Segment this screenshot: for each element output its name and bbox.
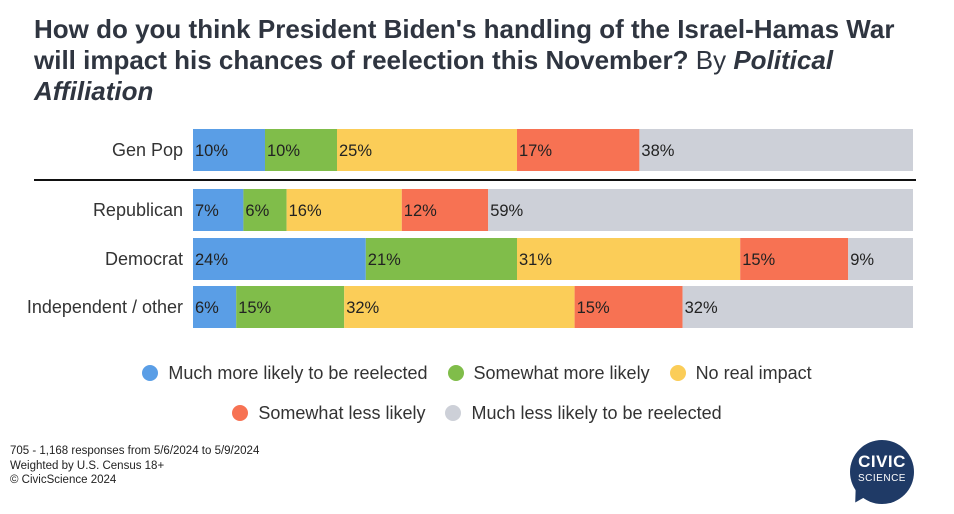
title-affiliation: Political Affiliation: [34, 45, 834, 106]
bar-segment: [682, 286, 913, 328]
data-label: 15%: [577, 299, 610, 317]
legend-item-somewhat-more-likely: Somewhat more likely: [447, 362, 650, 384]
title-main: How do you think President Biden's handl…: [34, 14, 895, 75]
data-label: 6%: [195, 299, 219, 317]
bar-segment: [517, 238, 741, 280]
data-label: 21%: [368, 251, 401, 269]
legend-item-much-less-likely: Much less likely to be reelected: [445, 402, 722, 424]
bar-segment: [401, 189, 489, 231]
data-label: 17%: [519, 142, 552, 160]
legend-item-much-more-likely: Much more likely to be reelected: [142, 362, 428, 384]
data-label: 7%: [195, 202, 219, 220]
category-label: Democrat: [105, 249, 183, 269]
data-label: 12%: [404, 202, 437, 220]
bar-segment: [337, 129, 517, 171]
bar-segment: [574, 286, 683, 328]
logo-text-science: SCIENCE: [858, 473, 906, 484]
bar-segment: [286, 189, 402, 231]
legend-label: Somewhat less likely: [258, 402, 426, 423]
legend-label: No real impact: [695, 362, 812, 383]
title-by: By: [695, 45, 727, 75]
data-label: 16%: [289, 202, 322, 220]
legend-swatch: [142, 365, 159, 381]
data-label: 24%: [195, 251, 228, 269]
data-label: 15%: [238, 299, 271, 317]
legend-row-1: Much more likely to be reelected Somewha…: [0, 360, 954, 386]
data-label: 31%: [519, 251, 552, 269]
legend-swatch: [445, 405, 462, 421]
bar-segment: [243, 189, 287, 231]
data-label: 10%: [195, 142, 228, 160]
data-label: 25%: [339, 142, 372, 160]
civicscience-logo: CIVIC SCIENCE: [849, 440, 914, 507]
bar-segment: [265, 129, 337, 171]
footnote-responses: 705 - 1,168 responses from 5/6/2024 to 5…: [10, 445, 260, 457]
legend-swatch: [447, 365, 464, 381]
legend-item-no-real-impact: No real impact: [669, 362, 812, 384]
bar-segment: [488, 189, 913, 231]
category-label: Gen Pop: [112, 140, 183, 160]
data-label: 32%: [346, 299, 379, 317]
footnote-copyright: © CivicScience 2024: [10, 474, 117, 486]
bar-segment: [517, 129, 640, 171]
logo-speech-tail: [849, 487, 871, 507]
stacked-bar-chart: Gen Pop 10% 10% 25% 17% 38% Republican 7% 6% 16% 1…: [27, 129, 916, 328]
bar-segment: [193, 286, 237, 328]
data-label: 32%: [685, 299, 718, 317]
legend-swatch: [232, 405, 249, 421]
bar-segment: [193, 238, 366, 280]
footnote-weighting: Weighted by U.S. Census 18+: [10, 459, 165, 472]
bar-segment: [639, 129, 913, 171]
bar-segment: [193, 129, 265, 171]
chart-title: How do you think President Biden's handl…: [34, 14, 934, 107]
logo-text-civic: CIVIC: [858, 452, 906, 471]
category-label: Independent / other: [27, 297, 183, 317]
legend-swatch: [669, 365, 686, 381]
legend-item-somewhat-less-likely: Somewhat less likely: [232, 403, 425, 424]
bar-segment: [365, 238, 517, 280]
data-label: 6%: [245, 202, 269, 220]
bar-segment: [848, 238, 913, 280]
data-label: 15%: [742, 251, 775, 269]
data-label: 10%: [267, 142, 300, 160]
legend-label: Much more likely to be reelected: [168, 362, 428, 383]
data-label: 9%: [850, 251, 874, 269]
chart-legend: Much more likely to be reelected Somewha…: [0, 360, 954, 440]
data-label: 59%: [490, 202, 523, 220]
bar-segment: [740, 238, 849, 280]
bar-segment: [344, 286, 575, 328]
data-label: 38%: [641, 142, 674, 160]
category-label: Republican: [93, 200, 183, 220]
footnote: 705 - 1,168 responses from 5/6/2024 to 5…: [10, 444, 259, 488]
bar-segment: [193, 189, 244, 231]
legend-label: Much less likely to be reelected: [471, 402, 722, 423]
legend-row-2: Somewhat less likely Much less likely to…: [0, 400, 954, 426]
legend-label: Somewhat more likely: [473, 362, 650, 383]
bar-segment: [236, 286, 345, 328]
